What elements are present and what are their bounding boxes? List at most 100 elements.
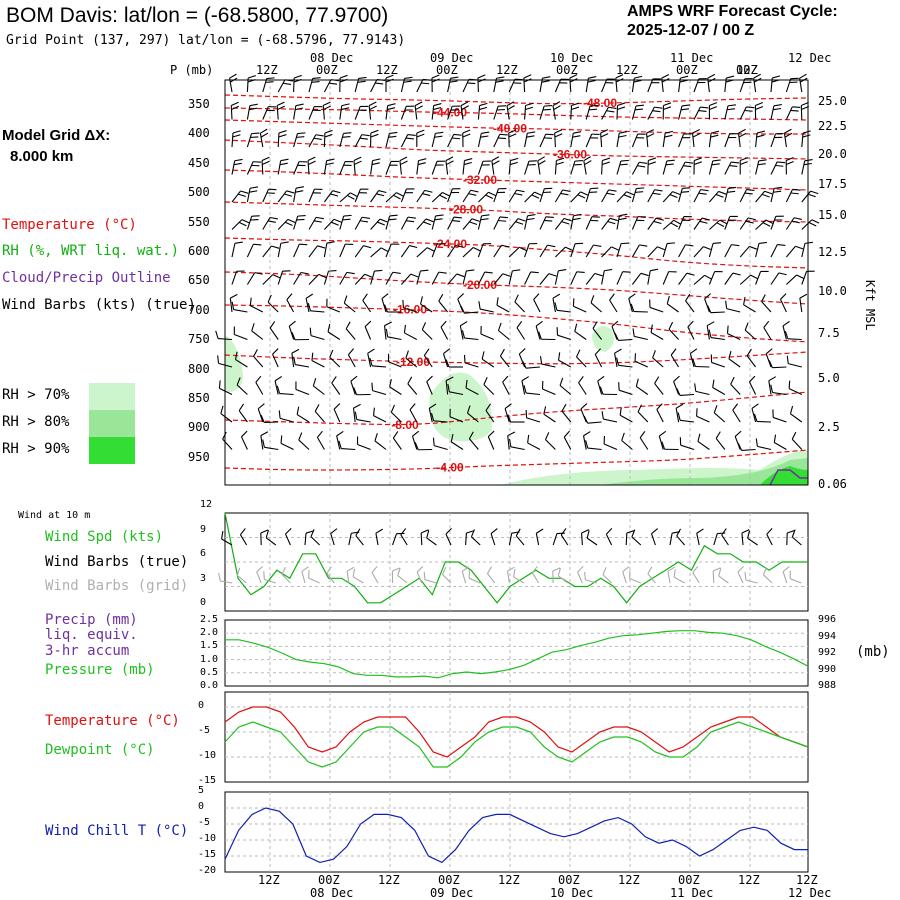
- wind-barb: [685, 300, 695, 313]
- wind-barb: [534, 191, 543, 196]
- wind-barb: [379, 218, 388, 223]
- wind-barb: [514, 192, 523, 196]
- wind-barb: [554, 218, 565, 230]
- wind-barb: [342, 218, 351, 221]
- wind-barb: [667, 242, 676, 245]
- wind-barb: [286, 299, 295, 313]
- temp-tick: -5: [198, 725, 211, 736]
- wind-barb: [664, 134, 673, 138]
- wind-barb: [449, 416, 464, 423]
- wind-barb: [462, 79, 470, 93]
- wind-barb: [678, 161, 686, 175]
- wind-barb: [387, 336, 402, 341]
- wind-barb: [775, 164, 784, 167]
- wind-barb: [524, 105, 527, 120]
- wind-barb-true: [586, 537, 598, 546]
- wind-barb: [400, 245, 410, 258]
- wind-barb: [594, 348, 602, 355]
- wind-barb: [370, 270, 375, 285]
- wind-barb-true: [696, 533, 700, 546]
- wind-barb: [523, 74, 532, 79]
- wind-barb: [693, 217, 703, 230]
- wind-barb: [308, 160, 316, 166]
- wind-barb-true: [348, 533, 352, 546]
- windchill-tick: -5: [198, 817, 211, 828]
- wind-barb: [611, 320, 619, 327]
- wind-barb: [350, 381, 356, 395]
- wind-barb: [677, 412, 681, 421]
- wind-barb: [732, 409, 741, 423]
- lower-panel-frame: [224, 791, 809, 873]
- wind-barb: [572, 135, 581, 138]
- wind-barb: [390, 404, 395, 413]
- wind-barb: [621, 432, 625, 441]
- wind-barb: [618, 217, 627, 221]
- lower-panel-frame: [224, 691, 809, 783]
- wind-barb: [485, 194, 494, 199]
- wind-barb: [315, 216, 324, 220]
- wind-barb: [409, 409, 418, 423]
- wind-barb: [428, 403, 437, 409]
- top-date-label: 12 Dec: [788, 51, 832, 65]
- wind-barb: [352, 408, 356, 423]
- top-hour-label: 12Z: [256, 63, 278, 77]
- bottom-date-label: 12 Dec: [788, 886, 832, 900]
- wind-barb: [510, 157, 519, 162]
- wind-barb: [558, 269, 567, 272]
- wind-barb: [524, 215, 529, 230]
- wind-barb: [267, 220, 276, 223]
- wind-barb: [673, 381, 680, 395]
- wind-barb: [508, 270, 513, 285]
- wind-barb: [693, 78, 700, 93]
- wind-barb: [597, 375, 605, 382]
- top-hour-label: 12Z: [496, 63, 518, 77]
- wind-barb: [309, 327, 312, 336]
- wind-barb: [652, 192, 661, 195]
- wind-barb: [323, 218, 335, 230]
- wind-barb: [724, 105, 729, 120]
- wind-barb: [255, 382, 264, 395]
- wind-barb: [724, 216, 731, 230]
- wind-barb: [632, 328, 635, 337]
- wind-barb: [685, 244, 694, 247]
- wind-barb: [727, 190, 736, 193]
- wind-barb: [308, 188, 315, 203]
- wind-barb: [231, 243, 236, 258]
- wind-barb: [253, 243, 262, 246]
- wind-barb: [336, 430, 344, 437]
- wind-barb: [267, 301, 279, 313]
- wind-barb: [412, 430, 420, 437]
- wind-barb: [313, 220, 322, 223]
- wind-barb: [251, 330, 264, 340]
- wind-barb-grid: [737, 571, 744, 584]
- wind-barb: [485, 403, 492, 411]
- top-date-label: 10 Dec: [550, 51, 594, 65]
- wind-barb: [573, 213, 582, 217]
- wind-tick: 9: [200, 523, 207, 535]
- wind-barb: [609, 217, 618, 222]
- wind-barb: [445, 156, 454, 162]
- wind-barb: [370, 218, 381, 230]
- height-level-label: 5.0: [818, 371, 840, 385]
- wind-barb: [269, 327, 279, 340]
- wind-barb: [483, 377, 488, 385]
- wind-barb: [763, 320, 770, 328]
- wind-barb-grid: [673, 569, 676, 578]
- wind-barb: [276, 101, 285, 107]
- wind-barb: [307, 160, 310, 175]
- wind-barb: [755, 160, 760, 175]
- wind-barb: [400, 134, 409, 148]
- wind-barb: [626, 191, 635, 196]
- wind-barb: [634, 335, 648, 341]
- model-grid-value: 8.000 km: [10, 148, 74, 165]
- wind-barb: [708, 329, 712, 338]
- wind-barb: [312, 77, 321, 80]
- wind-barb: [590, 104, 599, 107]
- wind-barb: [810, 190, 819, 195]
- wind-barb: [673, 219, 682, 225]
- wind-barb: [726, 75, 735, 79]
- wind-barb-grid: [220, 580, 233, 584]
- wind-barb-grid: [622, 571, 627, 584]
- wind-barb: [585, 440, 589, 449]
- wind-barb: [416, 190, 426, 203]
